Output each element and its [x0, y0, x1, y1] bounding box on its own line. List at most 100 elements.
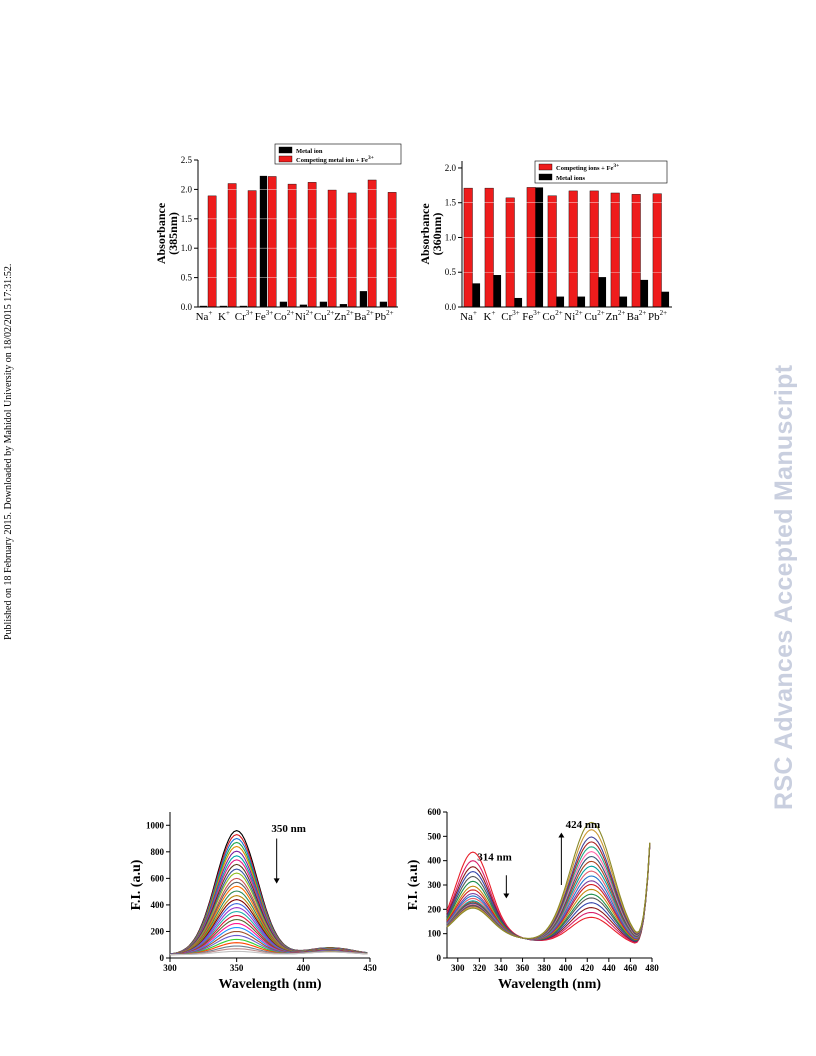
- x-tick-label: 460: [624, 963, 638, 973]
- watermark-text: RSC Advances Accepted Manuscript: [770, 364, 798, 810]
- bar-competing: [347, 192, 357, 308]
- x-tick-label: Co2+: [542, 309, 562, 323]
- y-tick-label: 1.0: [181, 243, 193, 253]
- bar-competing: [610, 192, 620, 308]
- bar-competing: [631, 194, 641, 308]
- y-tick-label: 1.0: [445, 232, 457, 242]
- spectrum-line: [446, 821, 651, 939]
- legend-box: [534, 160, 668, 184]
- x-tick-label: 440: [602, 963, 616, 973]
- bar-competing: [207, 195, 217, 308]
- x-tick-label: Pb2+: [374, 309, 393, 323]
- bar-metal-ion: [199, 305, 207, 307]
- y-tick-label: 400: [428, 856, 442, 866]
- annotation-label-314: 314 nm: [477, 852, 512, 864]
- x-tick-label: Pb2+: [648, 309, 667, 323]
- bar-competing: [652, 193, 662, 308]
- y-tick-label: 800: [151, 847, 165, 857]
- bar-competing: [505, 197, 515, 308]
- x-tick-label: Na+: [460, 309, 477, 323]
- x-tick-label: Ba2+: [627, 309, 647, 323]
- x-axis-label: Wavelength (nm): [498, 977, 601, 992]
- spectrum-line: [446, 844, 651, 944]
- annotation-arrowhead-up: [558, 832, 565, 838]
- x-tick-label: 360: [516, 963, 530, 973]
- x-tick-label: 450: [363, 963, 377, 973]
- spectrum-line: [446, 844, 651, 941]
- x-tick-label: Ba2+: [354, 309, 374, 323]
- legend-label: Competing ions + Fe3+: [556, 163, 619, 172]
- bar-metal-ion: [535, 187, 544, 307]
- x-tick-label: 300: [163, 963, 177, 973]
- x-tick-label: 400: [297, 963, 311, 973]
- bar-competing: [568, 190, 578, 308]
- y-tick-label: 1.5: [181, 214, 193, 224]
- bar-metal-ion: [556, 296, 565, 307]
- y-tick-label: 400: [151, 900, 165, 910]
- bar-competing: [387, 192, 397, 308]
- y-tick-label: 100: [428, 929, 442, 939]
- bar-metal-ion: [299, 304, 307, 307]
- x-tick-label: 320: [473, 963, 487, 973]
- chart-absorbance-360: 0.0 0.5 1.0 1.5 2.0 Na+ K+ Cr3+ Fe3+ Co2+ Ni2+ Cu2+…: [418, 160, 672, 323]
- bar-metal-ion: [472, 283, 481, 307]
- bar-metal-ion: [493, 275, 502, 307]
- spectrum-line: [446, 829, 651, 940]
- annotation-arrowhead-down: [503, 893, 510, 899]
- spectrum-line: [446, 843, 651, 940]
- bar-metal-ion: [359, 291, 367, 307]
- bar-competing: [227, 183, 237, 308]
- y-tick-label: 200: [151, 926, 165, 936]
- x-tick-label: 480: [645, 963, 659, 973]
- bar-competing: [247, 190, 257, 308]
- bar-metal-ion: [598, 277, 607, 307]
- x-tick-label: Cr3+: [235, 309, 254, 323]
- x-tick-label: Cr3+: [501, 309, 520, 323]
- y-axis-label: Absorbance: [154, 202, 168, 264]
- y-axis-label: F.I. (a.u): [406, 859, 421, 910]
- publication-side-note-text: Published on 18 February 2015. Downloade…: [3, 263, 14, 640]
- annotation-arrowhead: [273, 878, 280, 884]
- legend-label: Competing metal ion + Fe3+: [296, 155, 374, 164]
- bar-metal-ion: [339, 304, 347, 307]
- bar-metal-ion: [619, 296, 628, 307]
- bar-competing: [367, 179, 377, 308]
- x-tick-label: 350: [230, 963, 244, 973]
- x-tick-label: Fe3+: [255, 309, 274, 323]
- bar-competing: [287, 183, 297, 308]
- bar-metal-ion: [279, 301, 287, 307]
- y-axis-label: Absorbance: [418, 203, 432, 265]
- y-axis-label: F.I. (a.u): [129, 859, 144, 910]
- y-tick-label: 2.0: [445, 163, 457, 173]
- y-tick-label: 2.5: [181, 155, 193, 165]
- x-tick-label: 380: [537, 963, 551, 973]
- chart-fluorescence-314-424: 0 100 200 300 400 500 600 300 320 340 360 380 400 420…: [406, 807, 659, 992]
- x-tick-label: Cu2+: [584, 309, 604, 323]
- spectrum-line: [446, 844, 651, 942]
- y-tick-label: 200: [428, 904, 442, 914]
- spectra-group: [169, 830, 368, 956]
- x-tick-label: Zn2+: [334, 309, 354, 323]
- x-tick-label: K+: [218, 309, 230, 323]
- x-tick-label: Ni2+: [295, 309, 314, 323]
- y-tick-label: 0: [437, 953, 442, 963]
- x-tick-label: Cu2+: [314, 309, 334, 323]
- y-tick-label: 600: [151, 873, 165, 883]
- bar-competing: [547, 195, 557, 308]
- chart-fluorescence-350: 0 200 400 600 800 1000 300 350 400 450 Wavelength …: [129, 812, 377, 992]
- x-tick-label: 300: [451, 963, 465, 973]
- spectrum-line: [446, 844, 651, 943]
- x-tick-label: Na+: [196, 309, 213, 323]
- x-tick-label: 400: [559, 963, 573, 973]
- y-tick-label: 500: [428, 831, 442, 841]
- bar-metal-ion: [219, 305, 227, 307]
- legend-swatch: [538, 163, 553, 171]
- y-tick-label: 0.5: [445, 267, 457, 277]
- chart-absorbance-385: 0.00.51.01.52.02.5Na+ K+ Cr3+ Fe3+ Co2+ Ni2+ C…: [154, 143, 402, 323]
- spectra-group: [446, 821, 651, 944]
- y-tick-label: 0.0: [181, 302, 193, 312]
- x-tick-label: 340: [494, 963, 508, 973]
- x-tick-label: Fe3+: [522, 309, 541, 323]
- annotation-label: 350 nm: [271, 823, 306, 835]
- bar-competing: [589, 190, 599, 308]
